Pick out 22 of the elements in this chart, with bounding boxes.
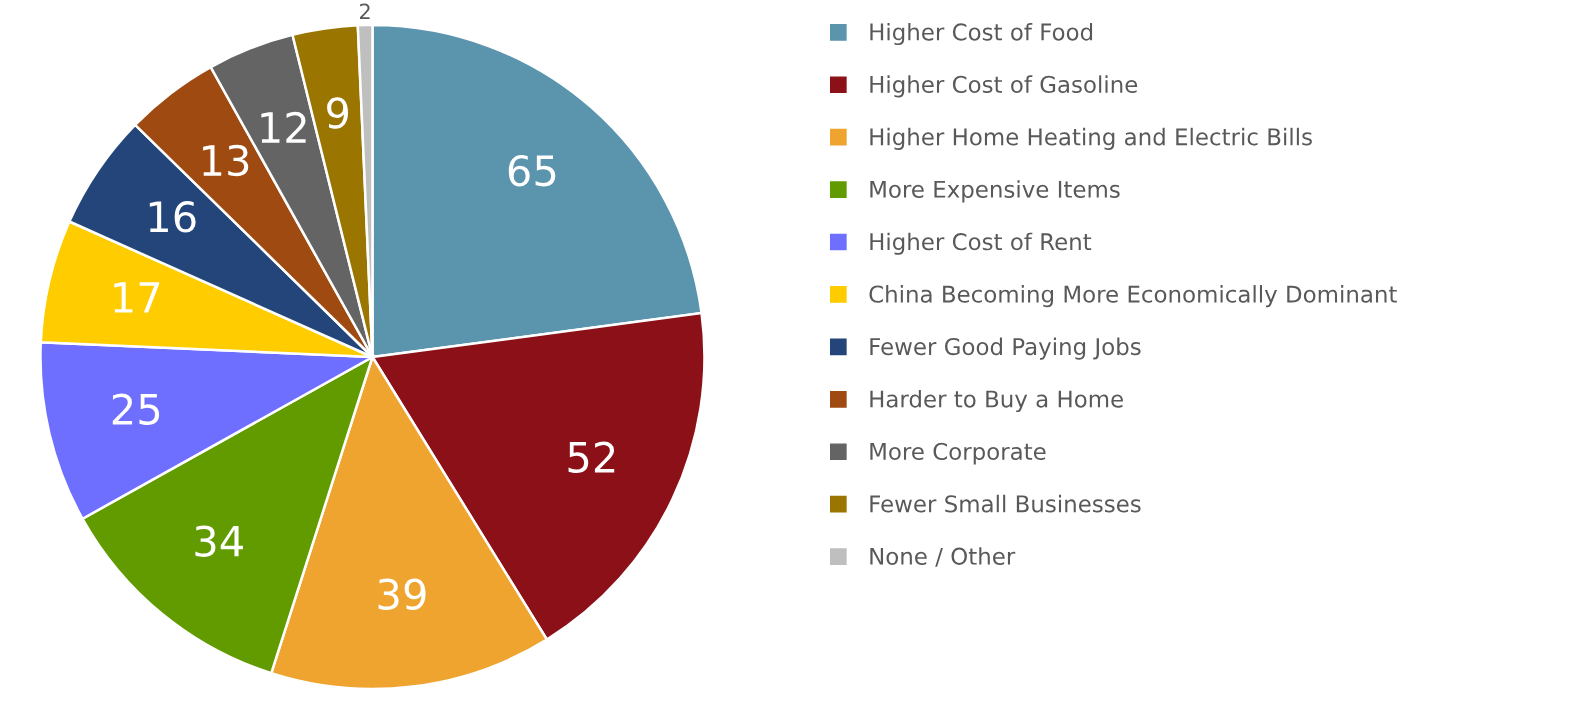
data-label: 16	[149, 201, 196, 233]
legend-label: More Expensive Items	[870, 180, 1120, 203]
legend-label: Higher Cost of Gasoline	[870, 75, 1138, 98]
data-label: 34	[195, 525, 243, 557]
legend-label: Fewer Good Paying Jobs	[870, 337, 1141, 360]
data-label: 17	[114, 282, 160, 313]
data-label: 39	[378, 578, 426, 611]
legend-label: Harder to Buy a Home	[870, 389, 1123, 413]
data-label: 65	[508, 154, 556, 187]
legend-label: Higher Home Heating and Electric Bills	[870, 127, 1312, 150]
data-label: 25	[112, 393, 160, 425]
legend-label: Fewer Small Businesses	[870, 494, 1141, 513]
data-label: 13	[203, 144, 249, 177]
legend-label: Higher Cost of Food	[870, 22, 1093, 46]
data-label: 12	[261, 111, 306, 143]
legend-label: China Becoming More Economically Dominant	[869, 285, 1397, 308]
data-label: 2	[359, 3, 370, 19]
legend-label: None / Other	[870, 547, 1016, 567]
legend-label: More Corporate	[870, 442, 1046, 465]
data-label: 9	[327, 97, 349, 129]
legend-label: Higher Cost of Rent	[870, 232, 1092, 255]
data-label: 52	[568, 441, 615, 474]
